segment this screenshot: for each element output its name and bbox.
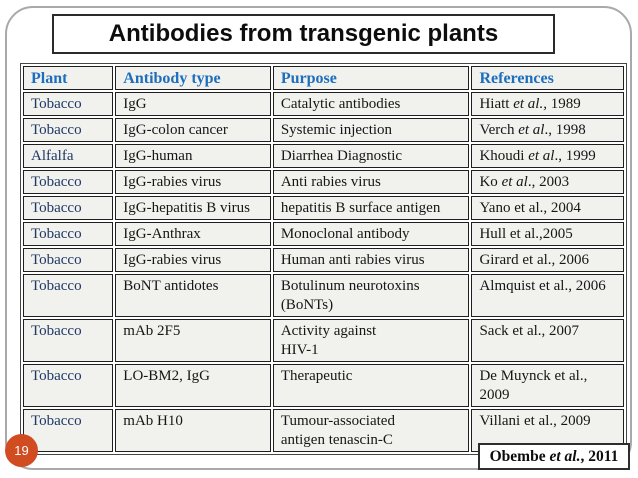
- table-row: Tobacco IgG-rabies virus Human anti rabi…: [23, 248, 624, 272]
- cell-reference: Khoudi et al., 1999: [471, 144, 624, 168]
- table-row: Tobacco IgG-hepatitis B virus hepatitis …: [23, 196, 624, 220]
- cell-purpose: Anti rabies virus: [272, 170, 470, 194]
- reference-text: Ko: [479, 174, 502, 190]
- reference-etal: et al.,: [513, 96, 547, 112]
- cell-reference: Hull et al.,2005: [471, 222, 624, 246]
- reference-text: De Muynck et al., 2009: [479, 368, 588, 403]
- cell-antibody-type: BoNT antidotes: [115, 274, 271, 317]
- column-header-purpose: Purpose: [272, 66, 470, 90]
- citation-etal: et al.: [549, 447, 581, 465]
- reference-text: Villani et al., 2009: [479, 413, 591, 429]
- cell-purpose: Botulinum neurotoxins (BoNTs): [272, 274, 470, 317]
- cell-reference: Yano et al., 2004: [471, 196, 624, 220]
- reference-year: ., 2003: [527, 174, 570, 190]
- table-header-row: Plant Antibody type Purpose References: [23, 66, 624, 90]
- cell-plant: Alfalfa: [23, 144, 114, 168]
- reference-etal: et al: [528, 148, 555, 164]
- cell-plant: Tobacco: [23, 319, 114, 362]
- reference-text: Khoudi: [479, 148, 529, 164]
- slide-number: 19: [14, 443, 29, 458]
- cell-antibody-type: LO-BM2, IgG: [115, 364, 271, 407]
- cell-plant: Tobacco: [23, 196, 114, 220]
- slide-number-badge: 19: [5, 434, 38, 467]
- cell-plant: Tobacco: [23, 364, 114, 407]
- cell-reference: Almquist et al., 2006: [471, 274, 624, 317]
- reference-text: Verch: [479, 122, 519, 138]
- table-row: Tobacco mAb 2F5 Activity against HIV-1 S…: [23, 319, 624, 362]
- cell-purpose: Monoclonal antibody: [272, 222, 470, 246]
- cell-reference: Ko et al., 2003: [471, 170, 624, 194]
- cell-antibody-type: IgG: [115, 92, 271, 116]
- table-row: Tobacco LO-BM2, IgG Therapeutic De Muync…: [23, 364, 624, 407]
- reference-text: Hiatt: [479, 96, 514, 112]
- cell-reference: Sack et al., 2007: [471, 319, 624, 362]
- cell-purpose: Therapeutic: [272, 364, 470, 407]
- cell-purpose: Human anti rabies virus: [272, 248, 470, 272]
- antibodies-table: Plant Antibody type Purpose References T…: [20, 63, 627, 455]
- cell-purpose: Diarrhea Diagnostic: [272, 144, 470, 168]
- reference-text: Almquist et al., 2006: [479, 278, 606, 294]
- page-title: Antibodies from transgenic plants: [108, 20, 499, 47]
- cell-purpose: hepatitis B surface antigen: [272, 196, 470, 220]
- table-row: Tobacco BoNT antidotes Botulinum neuroto…: [23, 274, 624, 317]
- cell-reference: Hiatt et al., 1989: [471, 92, 624, 116]
- cell-plant: Tobacco: [23, 170, 114, 194]
- reference-year: ., 1999: [554, 148, 596, 164]
- cell-antibody-type: IgG-Anthrax: [115, 222, 271, 246]
- cell-plant: Tobacco: [23, 274, 114, 317]
- cell-antibody-type: mAb H10: [115, 409, 271, 452]
- cell-plant: Tobacco: [23, 118, 114, 142]
- cell-purpose: Tumour-associated antigen tenascin-C: [272, 409, 470, 452]
- cell-antibody-type: IgG-rabies virus: [115, 170, 271, 194]
- reference-year: ., 1998: [544, 122, 586, 138]
- reference-etal: et al: [501, 174, 528, 190]
- cell-reference: Verch et al., 1998: [471, 118, 624, 142]
- reference-year: 1989: [546, 96, 581, 112]
- cell-plant: Tobacco: [23, 248, 114, 272]
- citation-author: Obembe: [489, 447, 550, 465]
- table-row: Tobacco IgG Catalytic antibodies Hiatt e…: [23, 92, 624, 116]
- citation-box: Obembe et al., 2011: [478, 443, 630, 470]
- reference-etal: et al: [518, 122, 545, 138]
- cell-reference: De Muynck et al., 2009: [471, 364, 624, 407]
- cell-reference: Girard et al., 2006: [471, 248, 624, 272]
- cell-antibody-type: IgG-colon cancer: [115, 118, 271, 142]
- citation-year: , 2011: [580, 447, 619, 465]
- reference-text: Girard et al., 2006: [479, 252, 590, 268]
- cell-antibody-type: mAb 2F5: [115, 319, 271, 362]
- cell-antibody-type: IgG-rabies virus: [115, 248, 271, 272]
- cell-plant: Tobacco: [23, 409, 114, 452]
- cell-antibody-type: IgG-human: [115, 144, 271, 168]
- reference-text: Yano et al., 2004: [479, 200, 581, 216]
- cell-antibody-type: IgG-hepatitis B virus: [115, 196, 271, 220]
- reference-text: Hull et al.,2005: [479, 226, 573, 242]
- cell-plant: Tobacco: [23, 92, 114, 116]
- table-row: Tobacco IgG-Anthrax Monoclonal antibody …: [23, 222, 624, 246]
- cell-purpose: Systemic injection: [272, 118, 470, 142]
- reference-text: Sack et al., 2007: [479, 323, 580, 339]
- column-header-plant: Plant: [23, 66, 114, 90]
- cell-purpose: Catalytic antibodies: [272, 92, 470, 116]
- slide-title-box: Antibodies from transgenic plants: [52, 14, 555, 54]
- table-row: Alfalfa IgG-human Diarrhea Diagnostic Kh…: [23, 144, 624, 168]
- column-header-antibody-type: Antibody type: [115, 66, 271, 90]
- table-row: Tobacco IgG-rabies virus Anti rabies vir…: [23, 170, 624, 194]
- cell-purpose: Activity against HIV-1: [272, 319, 470, 362]
- table-row: Tobacco IgG-colon cancer Systemic inject…: [23, 118, 624, 142]
- column-header-references: References: [471, 66, 624, 90]
- cell-plant: Tobacco: [23, 222, 114, 246]
